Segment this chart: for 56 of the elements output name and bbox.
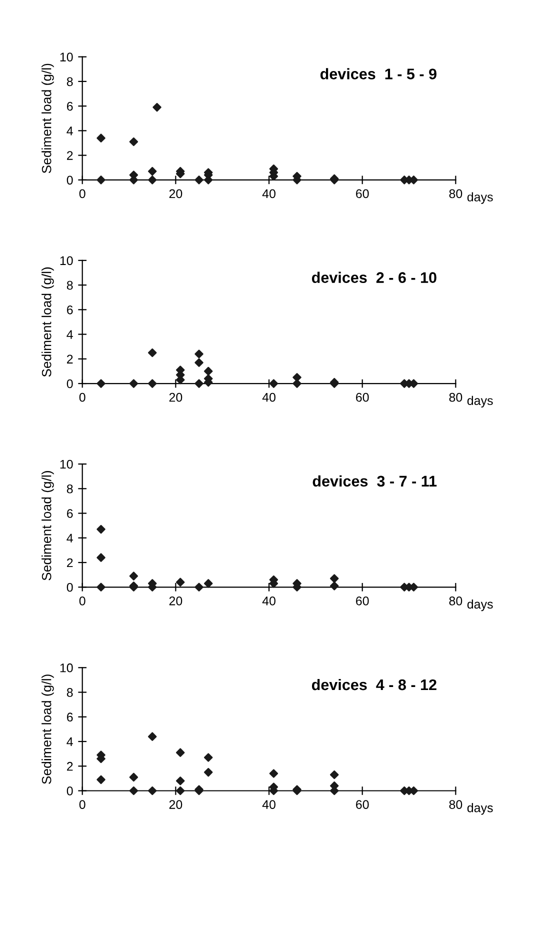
x-tick-label: 0 (79, 189, 86, 198)
y-tick-label: 2 (67, 762, 73, 771)
y-tick-label: 8 (66, 77, 73, 86)
x-tick-label: 0 (79, 800, 86, 809)
x-tick-label: 60 (356, 596, 369, 606)
x-tick-label: 80 (449, 392, 462, 402)
x-tick-label: 20 (169, 189, 182, 198)
y-tick-label: 0 (66, 176, 73, 185)
x-tick-label: 80 (449, 596, 462, 606)
y-axis-title: Sediment load (g/l) (42, 471, 54, 580)
y-tick-label: 8 (66, 688, 73, 697)
y-tick-label: 4 (66, 126, 73, 136)
text: devices 1 - 5 - 9 (320, 68, 436, 80)
y-tick-label: 4 (66, 737, 73, 746)
x-tick-label: 60 (356, 800, 369, 809)
y-tick-label: 10 (60, 663, 73, 672)
x-tick-label: 20 (169, 596, 182, 606)
y-axis-title: Sediment load (g/l) (42, 267, 54, 377)
y-tick-label: 2 (67, 354, 73, 364)
y-tick-label: 8 (66, 280, 73, 290)
y-tick-label: 6 (67, 102, 73, 111)
y-tick-label: 0 (66, 786, 73, 796)
y-tick-label: 6 (67, 305, 73, 314)
y-tick-label: 6 (67, 712, 73, 722)
x-tick-label: 80 (449, 189, 462, 198)
y-tick-label: 2 (67, 151, 73, 160)
x-axis-title: days (467, 803, 493, 815)
text: devices 4 - 8 - 12 (312, 678, 436, 690)
x-tick-label: 80 (449, 800, 462, 809)
x-axis-title: days (467, 192, 493, 204)
x-tick-label: 40 (262, 596, 276, 606)
x-axis-title: days (467, 396, 493, 408)
y-axis-title: Sediment load (g/l) (42, 64, 54, 174)
y-tick-label: 4 (66, 330, 73, 339)
x-tick-label: 20 (169, 800, 182, 809)
y-tick-label: 8 (66, 484, 73, 494)
y-tick-label: 10 (60, 256, 73, 266)
y-tick-label: 6 (67, 509, 73, 518)
x-axis-title: days (467, 599, 493, 612)
y-tick-label: 10 (60, 460, 73, 469)
x-tick-label: 20 (169, 392, 182, 402)
y-axis-title: Sediment load (g/l) (42, 674, 54, 784)
x-tick-label: 40 (262, 800, 276, 809)
y-tick-label: 0 (66, 379, 73, 388)
x-tick-label: 0 (79, 596, 86, 606)
y-tick-label: 4 (66, 534, 73, 542)
y-tick-label: 2 (67, 558, 73, 568)
y-tick-label: 0 (66, 582, 73, 592)
x-tick-label: 40 (262, 189, 276, 198)
y-tick-label: 10 (60, 52, 73, 62)
text: devices 3 - 7 - 11 (312, 475, 437, 487)
x-tick-label: 60 (356, 392, 369, 402)
x-tick-label: 0 (79, 392, 86, 402)
text: devices 2 - 6 - 10 (312, 272, 436, 283)
x-tick-label: 60 (356, 189, 369, 198)
x-tick-label: 40 (262, 392, 276, 402)
